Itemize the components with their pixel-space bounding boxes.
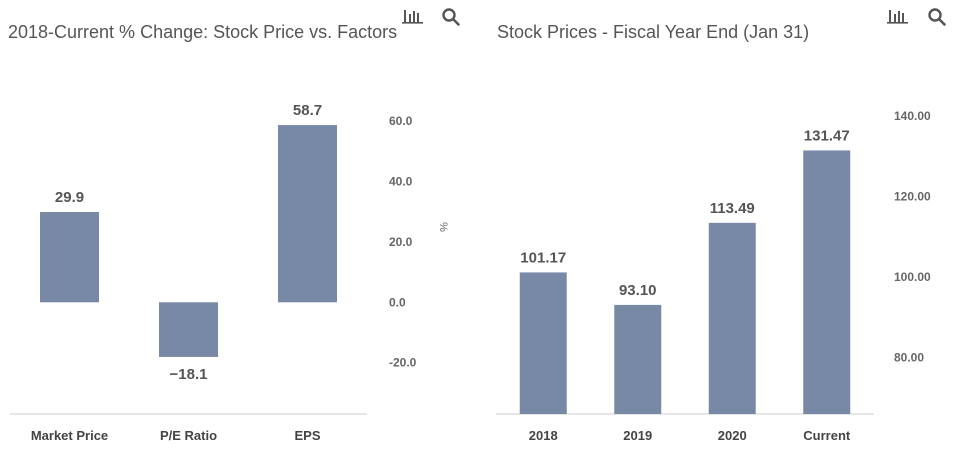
search-icon[interactable] bbox=[927, 7, 947, 27]
data-label: 113.49 bbox=[710, 200, 755, 217]
y-tick-label: 20.0 bbox=[389, 235, 413, 249]
bar bbox=[40, 212, 99, 303]
category-label: P/E Ratio bbox=[160, 428, 217, 443]
bar bbox=[278, 125, 337, 303]
y-tick-label: -20.0 bbox=[389, 356, 417, 370]
y-tick-label: 100.00 bbox=[894, 270, 931, 284]
bar-chart-icon[interactable] bbox=[886, 7, 910, 25]
y-tick-label: 120.00 bbox=[894, 190, 931, 204]
stock-prices-plot: 101.17 2018 93.10 2019 113.49 2020 131.47 Curre… bbox=[496, 109, 931, 443]
y-axis-label: % bbox=[437, 222, 449, 232]
pct-change-plot: 29.9 Market Price −18.1 P/E Ratio 58.7 EPS 60.… bbox=[10, 102, 449, 443]
data-label: 131.47 bbox=[804, 127, 850, 144]
y-tick-label: 60.0 bbox=[389, 114, 413, 128]
category-label: 2018 bbox=[529, 428, 558, 443]
search-icon[interactable] bbox=[441, 7, 461, 27]
bar bbox=[614, 304, 662, 414]
bar-chart-icon[interactable] bbox=[401, 7, 425, 25]
y-tick-label: 140.00 bbox=[894, 109, 931, 123]
chart-title: Stock Prices - Fiscal Year End (Jan 31) bbox=[497, 22, 810, 42]
category-label: 2019 bbox=[623, 428, 652, 443]
data-label: 101.17 bbox=[520, 249, 566, 266]
data-label: 29.9 bbox=[55, 189, 84, 206]
y-tick-label: 40.0 bbox=[389, 175, 413, 189]
category-label: 2020 bbox=[718, 428, 747, 443]
bar bbox=[708, 222, 756, 414]
chart-pct-change: 2018-Current % Change: Stock Price vs. F… bbox=[8, 7, 461, 443]
bar bbox=[803, 150, 851, 414]
data-label: 93.10 bbox=[619, 282, 657, 299]
y-tick-label: 0.0 bbox=[389, 295, 406, 309]
category-label: EPS bbox=[294, 428, 320, 443]
category-label: Market Price bbox=[31, 428, 108, 443]
data-label: 58.7 bbox=[293, 102, 322, 119]
data-label: −18.1 bbox=[170, 366, 208, 383]
chart-stock-prices: Stock Prices - Fiscal Year End (Jan 31) … bbox=[480, 0, 959, 453]
bar bbox=[519, 272, 567, 414]
category-label: Current bbox=[803, 428, 851, 443]
bar bbox=[159, 302, 218, 357]
y-tick-label: 80.00 bbox=[894, 351, 924, 365]
chart-title: 2018-Current % Change: Stock Price vs. F… bbox=[8, 22, 398, 42]
